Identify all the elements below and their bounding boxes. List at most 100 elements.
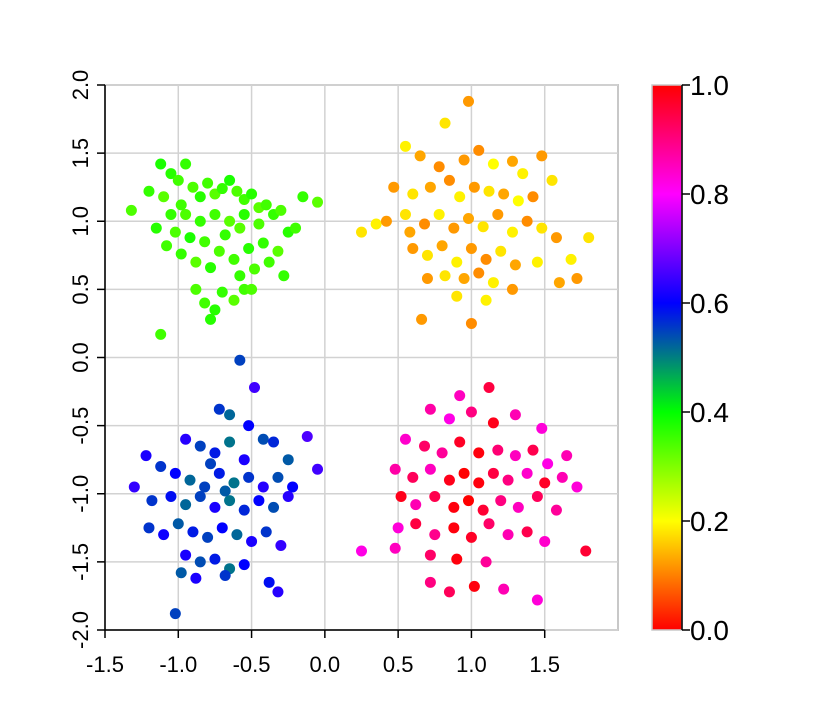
data-point-top-left-55 [224,215,236,227]
data-point-top-right-19 [498,188,510,200]
data-point-top-left-41 [278,270,290,282]
data-point-top-left-39 [263,256,275,268]
data-point-top-right-22 [356,226,367,238]
data-point-bottom-left-19 [213,467,225,479]
y-axis: -2.0 -1.5 -1.0 -0.5 0.0 0.5 1.0 1.5 2.0 [68,70,106,649]
data-point-top-right-23 [370,218,382,230]
data-point-bottom-right-11 [454,436,466,448]
data-point-bottom-right-2 [424,403,436,415]
data-point-top-left-43 [199,297,211,309]
data-point-bottom-right-37 [512,501,524,513]
data-point-bottom-left-14 [140,450,152,462]
y-tick-label: 2.0 [68,70,93,101]
data-point-top-left-33 [219,229,231,241]
data-point-bottom-right-39 [550,504,562,516]
y-tick-label: 0.5 [68,274,93,305]
data-point-top-right-44 [480,253,492,265]
data-point-bottom-left-37 [143,522,155,534]
data-point-bottom-right-55 [443,586,455,598]
data-point-bottom-left-23 [272,471,284,483]
colorbar-tick-label: 1.0 [690,70,729,101]
y-tick-label: -2.0 [68,611,93,649]
data-point-top-right-4 [433,161,445,173]
data-point-bottom-left-55 [263,576,275,588]
data-point-bottom-left-28 [165,490,177,502]
x-tick-label: -1.0 [159,652,197,677]
data-point-top-right-29 [448,222,460,234]
data-point-bottom-right-10 [436,447,448,459]
data-point-bottom-right-5 [487,417,499,429]
data-point-top-left-30 [199,236,211,248]
data-point-top-right-50 [458,272,470,284]
data-point-bottom-right-8 [399,433,411,445]
colorbar-tick-label: 0.4 [690,397,729,428]
data-point-top-left-40 [272,245,284,257]
data-point-top-right-43 [465,243,477,254]
data-point-top-left-54 [209,208,221,220]
data-point-bottom-right-26 [521,467,533,479]
data-point-bottom-left-42 [216,522,228,534]
data-point-top-right-7 [487,158,499,170]
data-point-bottom-left-20 [228,477,240,489]
data-point-bottom-left-31 [209,501,221,513]
data-point-bottom-left-0 [234,354,246,366]
data-point-bottom-right-56 [468,580,480,592]
data-point-bottom-left-51 [238,559,250,571]
data-point-top-right-12 [388,181,400,193]
y-tick-label: 1.5 [68,138,93,169]
data-point-bottom-right-9 [419,440,431,452]
data-point-bottom-right-15 [527,444,539,456]
data-point-bottom-left-48 [194,556,206,568]
data-point-top-left-58 [165,208,177,220]
data-point-top-left-42 [190,283,202,295]
data-point-bottom-right-1 [483,381,495,393]
data-point-bottom-right-42 [429,529,441,541]
data-point-bottom-left-57 [169,608,181,620]
data-point-bottom-left-30 [194,490,206,502]
data-point-bottom-right-27 [539,477,551,489]
data-point-top-left-44 [209,304,221,316]
data-point-top-left-48 [246,283,258,295]
data-points [125,95,595,620]
data-point-top-left-57 [253,218,265,230]
colorbar-tick-label: 0.6 [690,288,729,319]
data-point-top-right-8 [506,155,518,167]
data-point-top-left-1 [143,185,155,197]
data-point-top-left-25 [161,240,173,252]
data-point-bottom-left-12 [282,454,294,466]
data-point-bottom-left-8 [209,447,221,459]
data-point-top-right-20 [512,195,524,207]
data-point-bottom-right-44 [465,531,477,543]
data-point-bottom-left-49 [209,553,221,565]
data-point-top-right-39 [407,243,419,254]
data-point-bottom-right-57 [498,583,510,595]
y-tick-label: 0.0 [68,342,93,373]
colorbar-gradient [651,84,683,631]
data-point-top-left-45 [216,286,228,298]
data-point-bottom-left-39 [172,518,184,530]
data-point-bottom-right-4 [465,406,477,418]
data-point-top-left-0 [125,204,137,216]
data-point-bottom-right-0 [454,390,466,402]
y-tick-label: -1.0 [68,475,93,513]
data-point-bottom-right-12 [473,447,485,459]
data-point-top-left-53 [194,215,206,227]
data-point-top-right-46 [509,259,521,271]
data-point-top-left-32 [213,245,225,257]
data-point-top-right-13 [407,188,419,200]
data-point-bottom-left-15 [155,461,167,472]
data-point-top-right-31 [477,221,489,233]
data-point-top-right-24 [380,215,392,227]
data-point-bottom-right-32 [429,490,441,502]
data-point-top-right-55 [571,272,583,284]
data-point-top-right-1 [439,117,451,129]
data-point-top-left-21 [290,222,302,234]
data-point-bottom-right-51 [424,549,436,561]
data-point-bottom-left-7 [194,440,206,452]
data-point-top-left-50 [205,313,217,325]
data-point-bottom-left-25 [312,463,324,475]
data-point-top-left-5 [172,174,184,186]
data-point-bottom-right-41 [410,518,422,530]
data-point-top-right-38 [583,232,595,244]
data-point-bottom-right-16 [542,458,554,470]
